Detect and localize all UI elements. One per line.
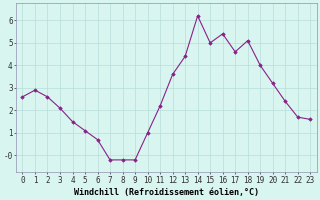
X-axis label: Windchill (Refroidissement éolien,°C): Windchill (Refroidissement éolien,°C) [74, 188, 259, 197]
